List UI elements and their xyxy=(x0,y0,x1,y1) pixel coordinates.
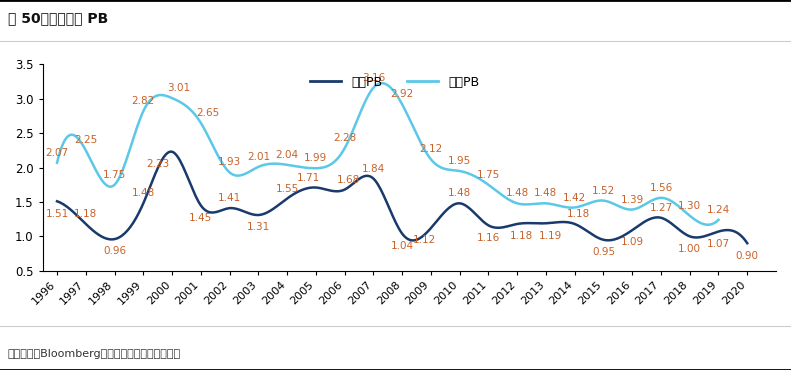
Text: 3.01: 3.01 xyxy=(168,83,191,93)
Text: 1.18: 1.18 xyxy=(509,231,533,241)
Text: 1.18: 1.18 xyxy=(567,209,590,219)
Text: 2.92: 2.92 xyxy=(391,89,414,100)
Text: 1.27: 1.27 xyxy=(649,203,672,213)
Text: 1.45: 1.45 xyxy=(189,213,213,223)
Text: 1.93: 1.93 xyxy=(218,158,241,168)
Text: 1.07: 1.07 xyxy=(707,239,730,249)
Text: 1.95: 1.95 xyxy=(448,156,471,166)
Text: 2.28: 2.28 xyxy=(333,133,356,143)
Text: 1.84: 1.84 xyxy=(361,164,385,174)
Text: 1.55: 1.55 xyxy=(275,184,299,194)
Text: 1.52: 1.52 xyxy=(592,186,615,196)
Text: 1.48: 1.48 xyxy=(534,188,558,198)
Text: 1.04: 1.04 xyxy=(391,241,414,251)
Text: 1.75: 1.75 xyxy=(103,170,127,180)
Text: 0.90: 0.90 xyxy=(736,250,759,260)
Text: 1.12: 1.12 xyxy=(412,235,436,245)
Text: 1.71: 1.71 xyxy=(297,172,320,182)
Text: 2.04: 2.04 xyxy=(275,150,299,160)
Text: 2.23: 2.23 xyxy=(146,159,170,169)
Text: 1.30: 1.30 xyxy=(678,201,702,211)
Text: 1.48: 1.48 xyxy=(131,188,155,198)
Text: 1.56: 1.56 xyxy=(649,183,672,193)
Text: 2.25: 2.25 xyxy=(74,135,97,145)
Text: 2.01: 2.01 xyxy=(247,152,270,162)
Text: 0.95: 0.95 xyxy=(592,247,615,257)
Text: 2.07: 2.07 xyxy=(45,148,69,158)
Text: 1.41: 1.41 xyxy=(218,193,241,203)
Text: 1.99: 1.99 xyxy=(305,153,327,163)
Text: 1.68: 1.68 xyxy=(337,175,361,185)
Text: 1.00: 1.00 xyxy=(678,243,702,253)
Text: 1.51: 1.51 xyxy=(45,209,69,219)
Text: 1.09: 1.09 xyxy=(621,238,644,248)
Text: 3.16: 3.16 xyxy=(361,73,385,83)
Text: 1.75: 1.75 xyxy=(477,170,500,180)
Text: 资料来源：Bloomberg，国信证券经济研究所整理: 资料来源：Bloomberg，国信证券经济研究所整理 xyxy=(8,349,181,359)
Text: 1.18: 1.18 xyxy=(74,209,97,219)
Text: 2.82: 2.82 xyxy=(131,96,155,106)
Legend: 低点PB, 高点PB: 低点PB, 高点PB xyxy=(305,71,485,94)
Text: 1.24: 1.24 xyxy=(707,205,730,215)
Text: 图 50：恒指历史 PB: 图 50：恒指历史 PB xyxy=(8,11,108,25)
Text: 2.12: 2.12 xyxy=(419,144,442,154)
Text: 1.16: 1.16 xyxy=(477,233,500,243)
Text: 1.48: 1.48 xyxy=(448,188,471,198)
Text: 0.96: 0.96 xyxy=(103,246,126,256)
Text: 2.65: 2.65 xyxy=(196,108,219,118)
Text: 1.31: 1.31 xyxy=(247,222,270,232)
Text: 1.39: 1.39 xyxy=(621,195,644,205)
Text: 1.19: 1.19 xyxy=(539,231,562,240)
Text: 1.42: 1.42 xyxy=(563,192,586,202)
Text: 1.48: 1.48 xyxy=(505,188,529,198)
